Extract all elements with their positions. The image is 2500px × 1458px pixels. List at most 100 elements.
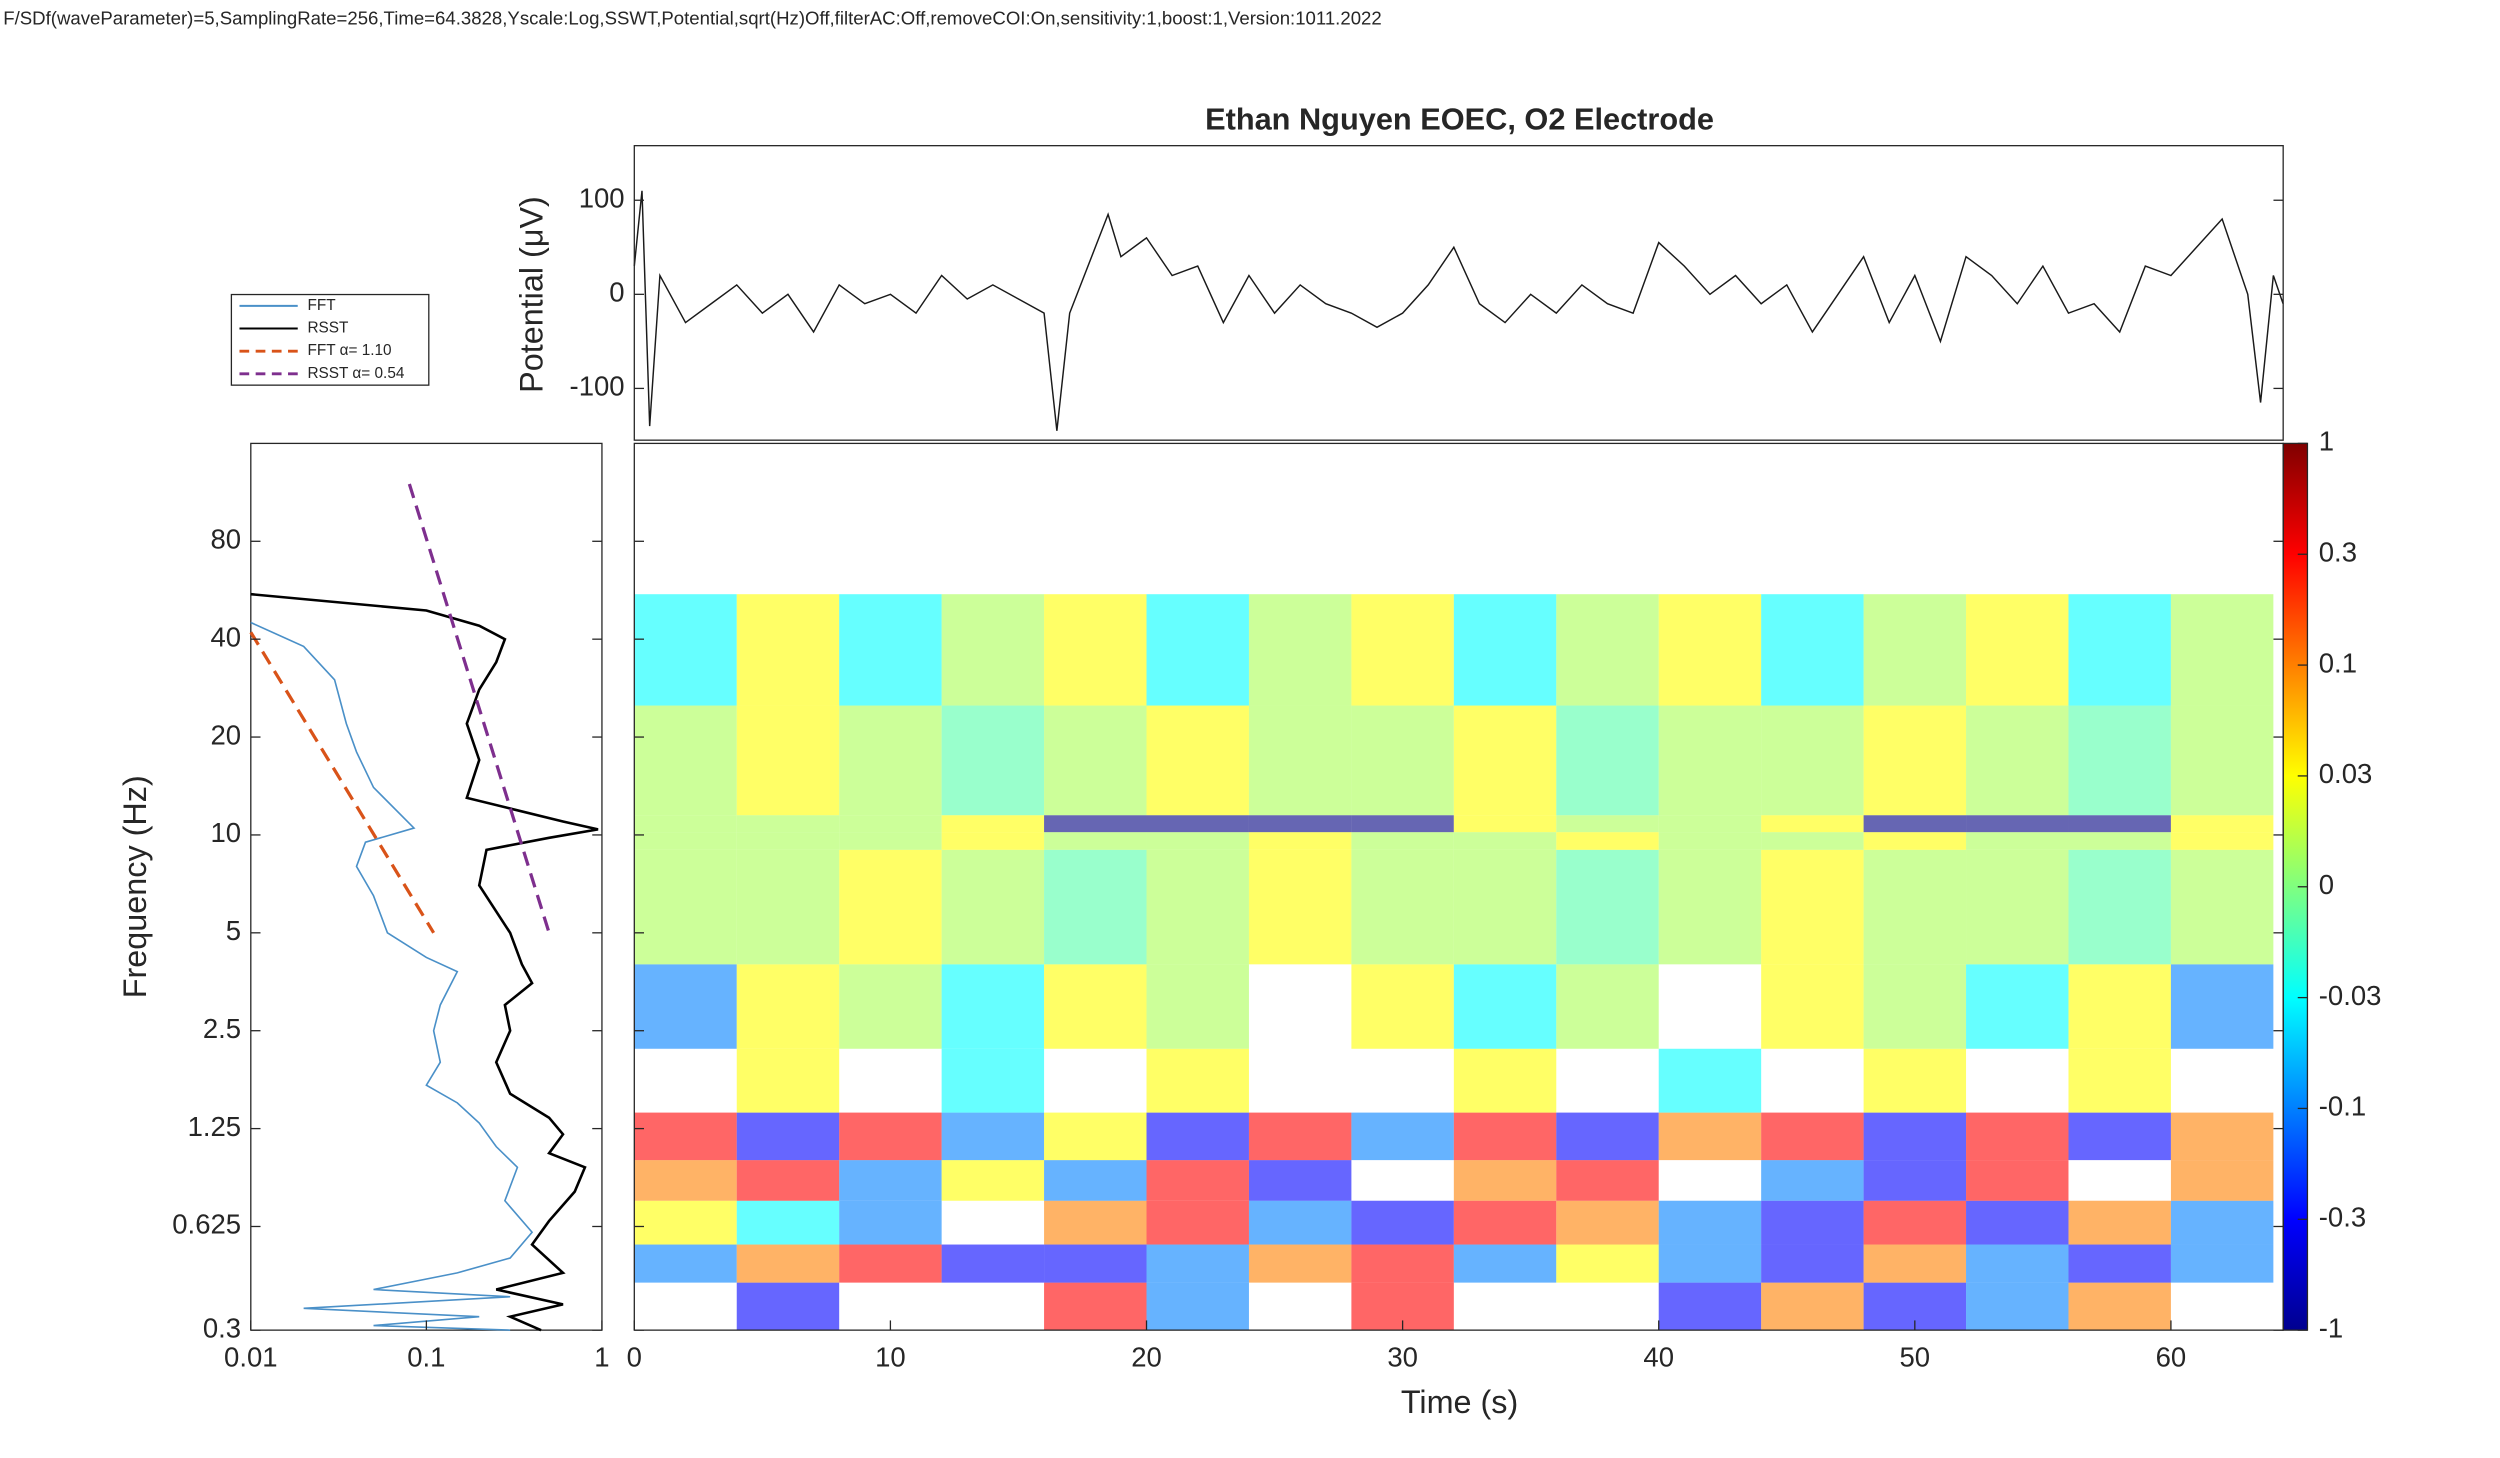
- heatmap-cell: [1453, 1160, 1557, 1201]
- heatmap-cell: [1453, 815, 1557, 833]
- heatmap-cell: [736, 1112, 840, 1161]
- heatmap-cell: [736, 815, 840, 833]
- y-tick-label: 40: [211, 621, 242, 652]
- colorbar-label: 0: [2319, 869, 2334, 900]
- heatmap-cell: [2068, 832, 2171, 850]
- heatmap-cell: [1351, 832, 1454, 850]
- heatmap-cell: [1146, 1282, 1249, 1331]
- heatmap-cell: [1761, 964, 1864, 1049]
- heatmap-cell: [1863, 1048, 1967, 1113]
- heatmap-cell: [634, 1112, 737, 1161]
- heatmap-cell: [1351, 964, 1454, 1049]
- heatmap-cell: [1863, 849, 1967, 965]
- heatmap-cell: [1556, 1200, 1659, 1245]
- heatmap-cell: [1658, 815, 1762, 833]
- heatmap-cell: [1044, 1244, 1147, 1283]
- y-tick-label: 0.3: [203, 1312, 241, 1343]
- heatmap-cell: [2068, 1244, 2171, 1283]
- heatmap-cell: [2170, 849, 2274, 965]
- x-tick-label: 1: [594, 1342, 609, 1373]
- heatmap-cell: [941, 1112, 1045, 1161]
- heatmap-cell: [736, 832, 840, 850]
- heatmap-cell: [1248, 1112, 1352, 1161]
- heatmap-cell: [839, 1200, 942, 1245]
- heatmap-cell: [1146, 1160, 1249, 1201]
- heatmap-cell: [1351, 815, 1454, 833]
- heatmap-cell: [1761, 1282, 1864, 1331]
- heatmap-cell: [634, 1160, 737, 1201]
- heatmap-cell: [1044, 832, 1147, 850]
- heatmap-cell: [1556, 1160, 1659, 1201]
- heatmap-cell: [1863, 832, 1967, 850]
- heatmap-cell: [941, 815, 1045, 833]
- heatmap-cell: [941, 1160, 1045, 1201]
- heatmap-cell: [2170, 1200, 2274, 1245]
- y-tick-label: -100: [570, 371, 625, 402]
- heatmap-cell: [1863, 1160, 1967, 1201]
- heatmap-cell: [2170, 815, 2274, 833]
- heatmap-cell: [1146, 964, 1249, 1049]
- heatmap-cell: [1556, 815, 1659, 833]
- heatmap-cell: [1556, 705, 1659, 816]
- spectrum-line: [250, 592, 599, 1332]
- heatmap-cell: [1146, 1244, 1249, 1283]
- heatmap-cell: [2068, 594, 2171, 706]
- heatmap-cell: [839, 1112, 942, 1161]
- heatmap-cell: [1761, 849, 1864, 965]
- heatmap-cell: [1863, 1112, 1967, 1161]
- heatmap-cell: [1966, 594, 2069, 706]
- heatmap-cell: [2068, 815, 2171, 833]
- heatmap-cell: [1761, 1160, 1864, 1201]
- colorbar-label: 1: [2319, 426, 2334, 457]
- heatmap-cell: [1658, 594, 1762, 706]
- heatmap-cell: [634, 705, 737, 816]
- legend-label: RSST: [307, 320, 349, 337]
- heatmap-cell: [1863, 964, 1967, 1049]
- heatmap-cell: [2170, 832, 2274, 850]
- heatmap-cell: [1761, 1244, 1864, 1283]
- x-tick-label: 10: [875, 1342, 906, 1373]
- heatmap-cell: [634, 832, 737, 850]
- header: F/SDf(waveParameter)=5,SamplingRate=256,…: [3, 7, 1381, 28]
- heatmap-cell: [1863, 1244, 1967, 1283]
- heatmap-cell: [1351, 594, 1454, 706]
- y-tick-label: 20: [211, 719, 242, 750]
- x-tick-label: 30: [1387, 1342, 1418, 1373]
- heatmap-cell: [1248, 849, 1352, 965]
- heatmap-cell: [1146, 815, 1249, 833]
- heatmap-cell: [1658, 1244, 1762, 1283]
- heatmap-cell: [1248, 815, 1352, 833]
- heatmap-cell: [1453, 849, 1557, 965]
- heatmap-cell: [634, 594, 737, 706]
- heatmap-cell: [1044, 964, 1147, 1049]
- colorbar-label: -0.3: [2319, 1202, 2366, 1233]
- heatmap-cell: [2170, 705, 2274, 816]
- colorbar-label: -0.1: [2319, 1091, 2366, 1122]
- heatmap-cell: [1351, 1200, 1454, 1245]
- heatmap-cell: [1966, 1112, 2069, 1161]
- heatmap-cell: [1146, 1048, 1249, 1113]
- y-tick-label: 5: [226, 915, 241, 946]
- heatmap-cell: [1351, 1244, 1454, 1283]
- heatmap-cell: [1351, 849, 1454, 965]
- chart-title: Ethan Nguyen EOEC, O2 Electrode: [1205, 102, 1714, 137]
- heatmap-cell: [2170, 1112, 2274, 1161]
- heatmap-cell: [2068, 1112, 2171, 1161]
- heatmap-cell: [1658, 1282, 1762, 1331]
- heatmap-cell: [736, 849, 840, 965]
- heatmap-cell: [1966, 849, 2069, 965]
- heatmap-cell: [1966, 1244, 2069, 1283]
- heatmap-cell: [1044, 1112, 1147, 1161]
- axes-frame: [250, 442, 603, 1331]
- heatmap-cell: [1453, 1244, 1557, 1283]
- heatmap-cell: [1248, 832, 1352, 850]
- heatmap-cell: [1966, 1200, 2069, 1245]
- x-tick-label: 60: [2156, 1342, 2187, 1373]
- heatmap-cell: [941, 1048, 1045, 1113]
- heatmap-cell: [736, 705, 840, 816]
- heatmap-cell: [1658, 705, 1762, 816]
- x-tick-label: 0.01: [224, 1342, 278, 1373]
- y-axis-label: Frequency (Hz): [117, 775, 153, 998]
- heatmap-cell: [1248, 594, 1352, 706]
- heatmap-cell: [941, 964, 1045, 1049]
